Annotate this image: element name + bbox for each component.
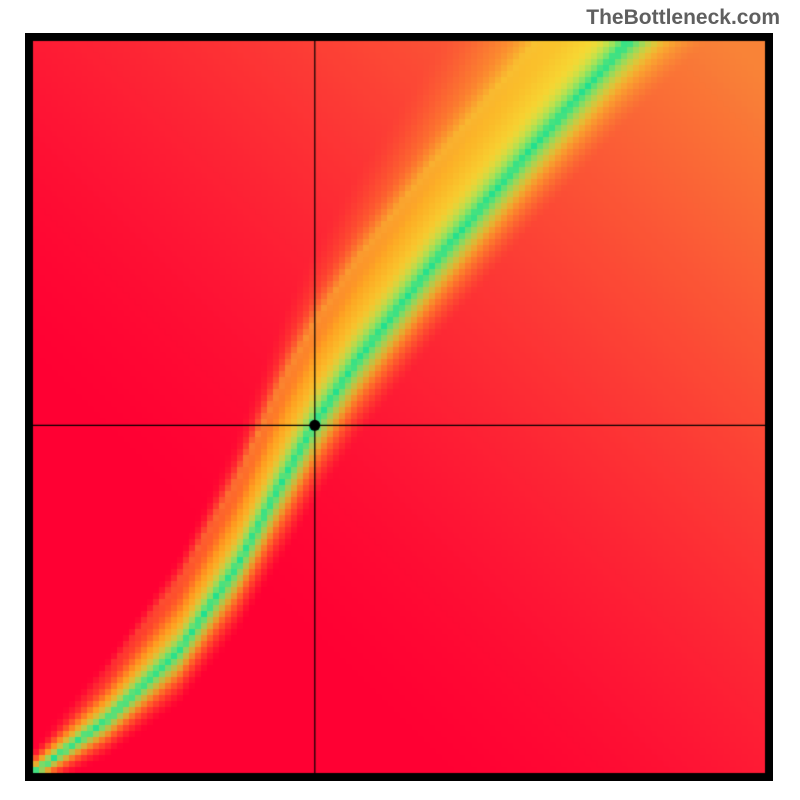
heatmap-canvas — [25, 33, 773, 781]
chart-container: TheBottleneck.com — [0, 0, 800, 800]
plot-frame — [25, 33, 773, 781]
watermark-text: TheBottleneck.com — [586, 6, 780, 30]
